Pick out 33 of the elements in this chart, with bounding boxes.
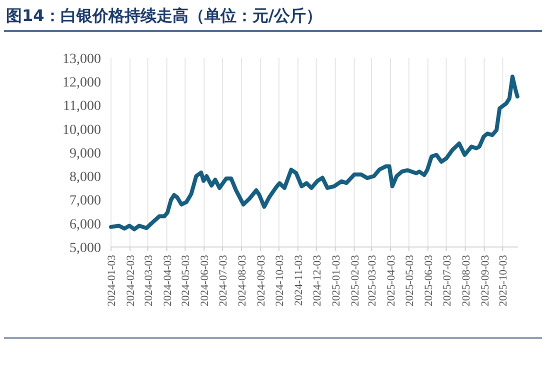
x-tick-label: 2025-07-03 xyxy=(441,254,454,306)
y-tick-label: 10,000 xyxy=(62,122,101,138)
x-tick-label: 2024-11-03 xyxy=(292,254,305,306)
x-tick-label: 2025-08-03 xyxy=(460,254,472,306)
x-tick-label: 2024-08-03 xyxy=(236,254,249,306)
x-tick-label: 2024-02-03 xyxy=(125,254,137,306)
x-tick-label: 2024-05-03 xyxy=(180,254,192,306)
x-tick-label: 2025-04-03 xyxy=(386,254,398,306)
line-series xyxy=(109,74,520,232)
x-tick-label: 2024-09-03 xyxy=(256,254,268,306)
x-tick-label: 2024-07-03 xyxy=(218,254,230,306)
x-tick-label: 2024-01-03 xyxy=(106,254,118,306)
y-tick-label: 11,000 xyxy=(63,99,101,114)
x-tick-label: 2024-06-03 xyxy=(199,254,212,306)
x-tick-label: 2024-10-03 xyxy=(274,254,286,306)
y-tick-label: 6,000 xyxy=(70,217,101,232)
chart-title: 图14：白银价格持续走高（单位：元/公斤） xyxy=(6,6,322,25)
x-tick-label: 2025-06-03 xyxy=(422,254,435,306)
y-tick-label: 7,000 xyxy=(70,194,101,209)
y-tick-label: 8,000 xyxy=(70,170,101,186)
x-tick-label: 2025-02-03 xyxy=(349,254,362,306)
x-tick-label: 2025-05-03 xyxy=(404,254,416,306)
x-tick-label: 2024-12-03 xyxy=(311,254,324,306)
x-tick-label: 2024-03-03 xyxy=(142,254,155,306)
x-tick-label: 2025-03-03 xyxy=(366,254,379,306)
y-tick-label: 9,000 xyxy=(70,146,101,162)
x-tick-label: 2025-09-03 xyxy=(479,254,492,306)
x-tick-label: 2025-01-03 xyxy=(330,254,342,306)
y-tick-label: 12,000 xyxy=(62,76,101,91)
x-tick-label: 2024-04-03 xyxy=(162,254,174,306)
y-tick-label: 13,000 xyxy=(62,52,101,67)
y-tick-label: 5,000 xyxy=(70,240,101,256)
x-tick-label: 2025-10-03 xyxy=(498,254,510,306)
